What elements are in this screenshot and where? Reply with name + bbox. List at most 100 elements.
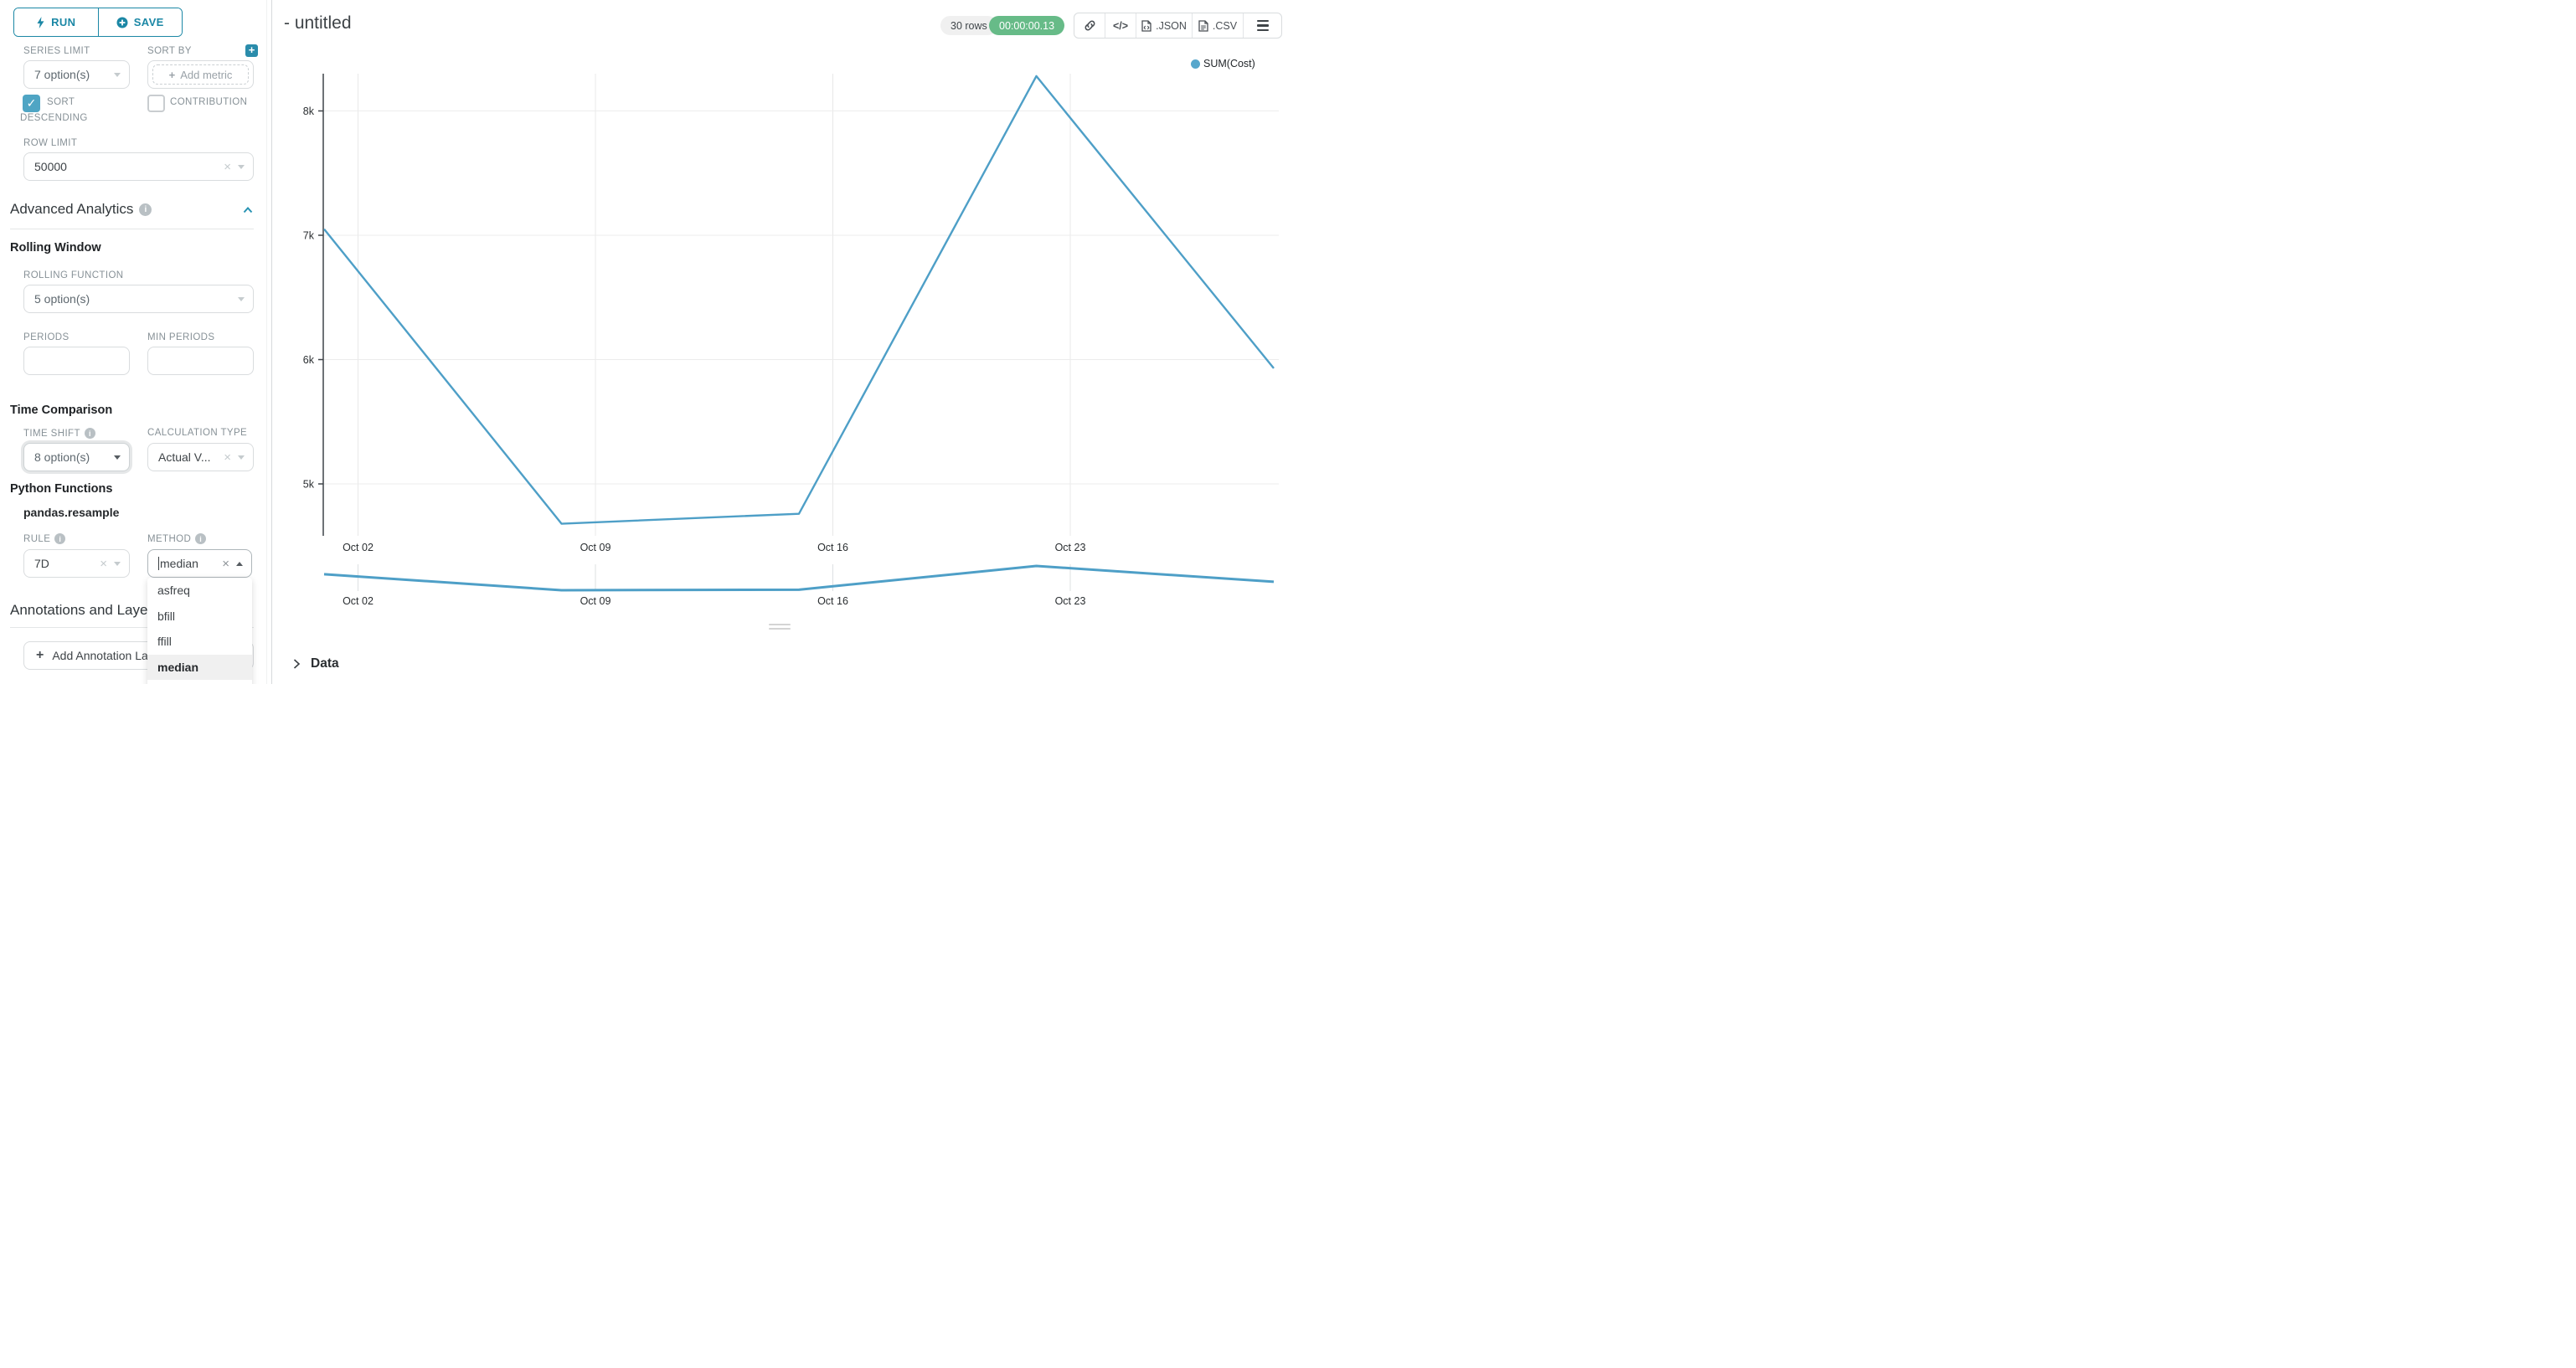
clear-icon[interactable]: ×: [224, 159, 231, 174]
view-query-button[interactable]: </>: [1105, 13, 1136, 38]
calculation-type-value: Actual V...: [158, 450, 211, 464]
file-code-icon: [1141, 19, 1151, 32]
row-limit-select[interactable]: 50000 ×: [23, 152, 254, 181]
panel-gutter-line: [266, 0, 267, 684]
method-label: METHOD i: [147, 533, 207, 544]
plus-icon: +: [168, 68, 176, 81]
periods-input[interactable]: [23, 347, 130, 375]
explore-page: RUN SAVE SERIES LIMIT SORT BY + 7 option…: [0, 0, 1288, 684]
contribution-label: CONTRIBUTION: [170, 97, 248, 107]
add-sort-metric-plus-button[interactable]: +: [245, 44, 258, 57]
method-dropdown-option[interactable]: asfreq: [157, 584, 190, 598]
chevron-down-icon: [238, 455, 245, 460]
min-periods-label: MIN PERIODS: [147, 332, 215, 342]
add-metric-label: Add metric: [180, 68, 233, 81]
svg-text:Oct 16: Oct 16: [817, 595, 848, 607]
data-panel-toggle[interactable]: Data: [292, 656, 339, 671]
rolling-function-select[interactable]: 5 option(s): [23, 285, 254, 313]
series-limit-label: SERIES LIMIT: [23, 46, 90, 56]
info-icon[interactable]: i: [84, 428, 95, 439]
row-limit-value: 50000: [34, 160, 67, 173]
svg-text:Oct 16: Oct 16: [817, 542, 848, 553]
method-dropdown-option[interactable]: ffill: [157, 635, 172, 649]
query-timer-badge: 00:00:00.13: [989, 16, 1065, 35]
legend-item[interactable]: SUM(Cost): [1191, 58, 1255, 69]
method-dropdown-option[interactable]: median: [147, 654, 252, 680]
method-dropdown-option[interactable]: bfill: [157, 609, 176, 623]
save-button-label: SAVE: [133, 16, 164, 28]
info-icon[interactable]: i: [139, 203, 152, 216]
run-button-label: RUN: [51, 16, 76, 28]
file-icon: [1198, 19, 1208, 32]
clear-icon[interactable]: ×: [222, 556, 229, 571]
chevron-up-icon: [236, 561, 243, 566]
periods-label: PERIODS: [23, 332, 70, 342]
chevron-down-icon: [114, 561, 121, 566]
method-combobox[interactable]: median ×: [147, 549, 252, 578]
export-json-button[interactable]: .JSON: [1136, 13, 1192, 38]
add-annotation-layer-label: Add Annotation Layer: [52, 649, 165, 662]
calculation-type-select[interactable]: Actual V... ×: [147, 443, 254, 471]
info-icon[interactable]: i: [195, 533, 207, 544]
link-icon: [1084, 20, 1095, 31]
sort-descending-checkbox[interactable]: ✓: [23, 95, 40, 112]
time-comparison-subheader: Time Comparison: [10, 404, 113, 417]
info-icon[interactable]: i: [54, 533, 66, 544]
svg-text:Oct 09: Oct 09: [580, 542, 611, 553]
collapse-chevron-up-icon[interactable]: [243, 207, 253, 213]
legend-label: SUM(Cost): [1203, 58, 1255, 69]
svg-text:Oct 09: Oct 09: [580, 595, 611, 607]
sort-by-label: SORT BY: [147, 46, 192, 56]
svg-text:Oct 02: Oct 02: [343, 542, 374, 553]
svg-text:7k: 7k: [303, 230, 315, 242]
export-csv-button[interactable]: .CSV: [1192, 13, 1243, 38]
annotations-header: Annotations and Layers: [10, 602, 160, 618]
clear-icon[interactable]: ×: [100, 556, 107, 571]
row-limit-label: ROW LIMIT: [23, 138, 78, 148]
time-shift-value: 8 option(s): [34, 450, 90, 464]
rolling-window-subheader: Rolling Window: [10, 241, 101, 255]
calculation-type-label: CALCULATION TYPE: [147, 428, 248, 438]
method-dropdown: asfreq bfill ffill median: [147, 578, 252, 684]
add-metric-button[interactable]: + Add metric: [152, 64, 249, 85]
chevron-down-icon: [114, 455, 121, 460]
svg-text:Oct 02: Oct 02: [343, 595, 374, 607]
contribution-checkbox[interactable]: [147, 95, 165, 112]
svg-text:5k: 5k: [303, 479, 315, 491]
section-divider: [10, 627, 254, 628]
svg-text:Oct 23: Oct 23: [1055, 542, 1086, 553]
code-icon: </>: [1112, 19, 1129, 32]
plus-icon: +: [36, 648, 44, 662]
data-panel-title: Data: [311, 656, 339, 671]
chart-menu-button[interactable]: [1243, 13, 1281, 38]
sort-descending-label-line1: SORT: [47, 97, 75, 107]
text-cursor: [158, 557, 159, 570]
chevron-down-icon: [238, 296, 245, 301]
svg-text:6k: 6k: [303, 354, 315, 366]
min-periods-input[interactable]: [147, 347, 254, 375]
resize-handle[interactable]: [769, 624, 791, 625]
mini-chart-range-selector[interactable]: Oct 02 Oct 09 Oct 16 Oct 23: [271, 557, 1288, 624]
hamburger-menu-icon: [1256, 19, 1269, 32]
clear-icon[interactable]: ×: [224, 450, 231, 465]
save-button[interactable]: SAVE: [97, 8, 182, 36]
time-shift-select[interactable]: 8 option(s): [23, 443, 130, 471]
row-count-badge: 30 rows: [940, 16, 997, 35]
lightning-icon: [37, 16, 44, 28]
sidebar-divider[interactable]: [271, 0, 272, 684]
chart-title: - untitled: [284, 13, 352, 33]
rule-label: RULE i: [23, 533, 66, 544]
run-button[interactable]: RUN: [14, 8, 98, 36]
svg-text:8k: 8k: [303, 105, 315, 117]
chevron-right-icon: [293, 659, 301, 669]
rolling-function-value: 5 option(s): [34, 292, 90, 306]
series-limit-select[interactable]: 7 option(s): [23, 60, 130, 89]
chevron-down-icon: [238, 164, 245, 169]
rule-select[interactable]: 7D ×: [23, 549, 130, 578]
run-save-button-group: RUN SAVE: [13, 8, 183, 37]
method-value: median: [160, 557, 198, 570]
copy-link-button[interactable]: [1074, 13, 1105, 38]
resize-handle[interactable]: [769, 628, 791, 630]
export-csv-label: .CSV: [1212, 19, 1238, 32]
svg-text:Oct 23: Oct 23: [1055, 595, 1086, 607]
